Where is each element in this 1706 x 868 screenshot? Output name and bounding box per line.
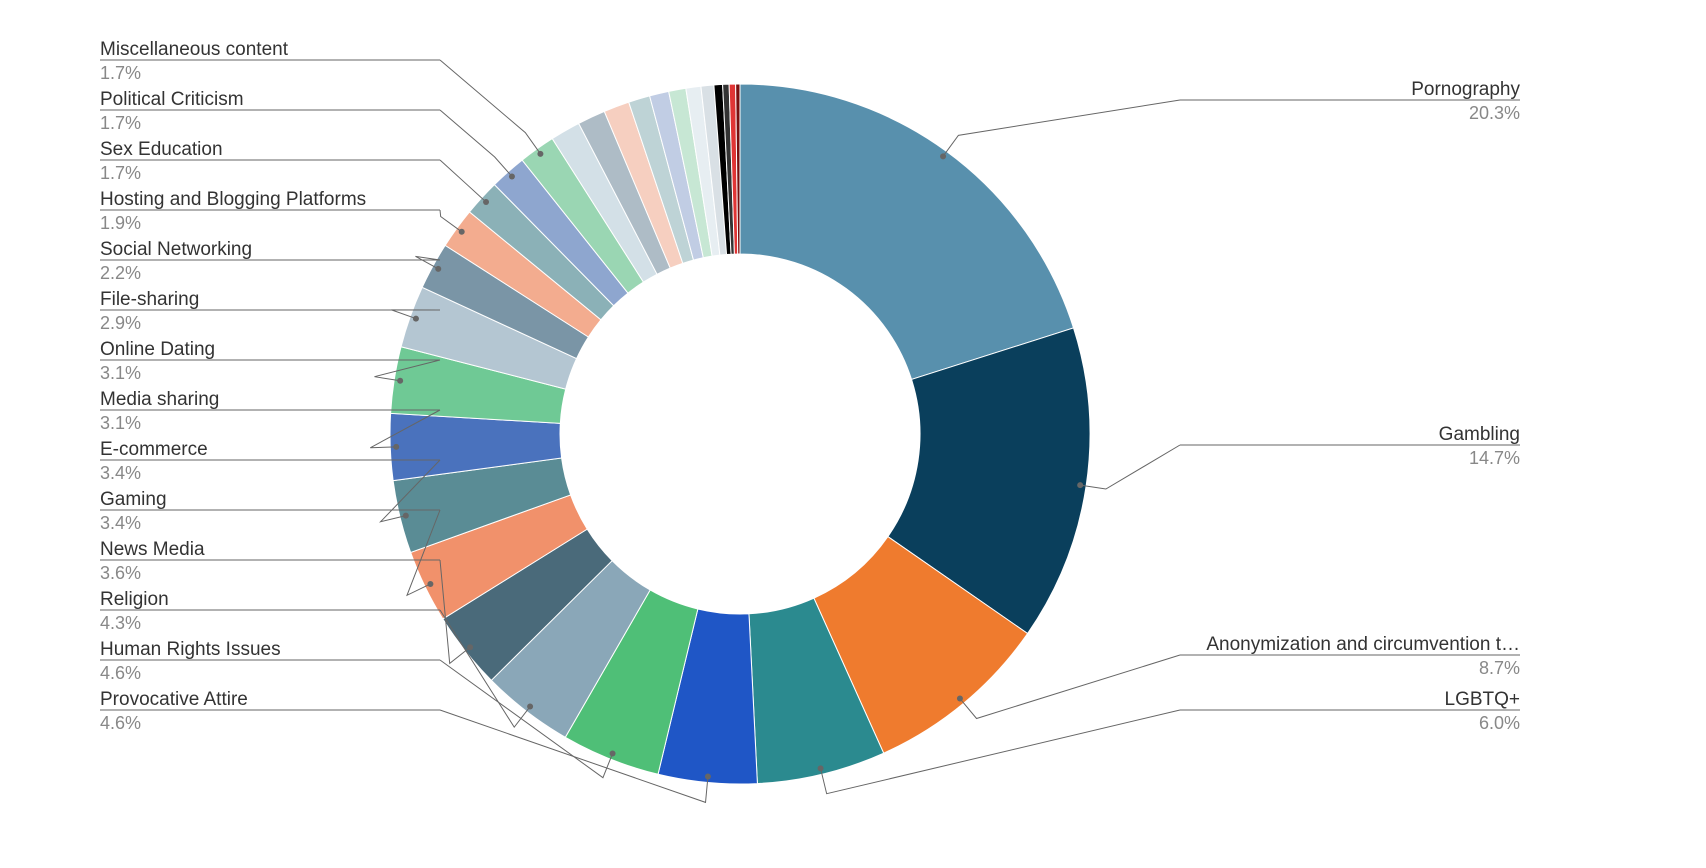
slice-label-name: Anonymization and circumvention t… bbox=[1206, 634, 1520, 655]
slice-label-name: Provocative Attire bbox=[100, 689, 248, 710]
slice-label-pct: 8.7% bbox=[1479, 658, 1520, 678]
slice-label-name: Media sharing bbox=[100, 389, 219, 410]
leader-anchor-dot bbox=[1077, 482, 1083, 488]
leader-anchor-dot bbox=[393, 444, 399, 450]
leader-anchor-dot bbox=[483, 199, 489, 205]
leader-anchor-dot bbox=[537, 151, 543, 157]
slice-label-pct: 1.7% bbox=[100, 63, 141, 83]
leader-anchor-dot bbox=[818, 765, 824, 771]
slice-label-name: Social Networking bbox=[100, 239, 252, 260]
leader-anchor-dot bbox=[610, 751, 616, 757]
slice-label-name: Gambling bbox=[1439, 424, 1520, 445]
leader-anchor-dot bbox=[413, 316, 419, 322]
slice-label-pct: 4.6% bbox=[100, 713, 141, 733]
leader-anchor-dot bbox=[509, 173, 515, 179]
slice-label-name: Religion bbox=[100, 589, 169, 610]
slice-label-pct: 3.1% bbox=[100, 363, 141, 383]
leader-anchor-dot bbox=[403, 513, 409, 519]
slice-label-pct: 3.4% bbox=[100, 513, 141, 533]
slice-label-pct: 3.1% bbox=[100, 413, 141, 433]
slice-label-name: File-sharing bbox=[100, 289, 199, 310]
slice-label-pct: 20.3% bbox=[1469, 103, 1520, 123]
slice-label-name: Miscellaneous content bbox=[100, 39, 289, 60]
leader-anchor-dot bbox=[705, 774, 711, 780]
slice-label-pct: 2.9% bbox=[100, 313, 141, 333]
slice-label-pct: 4.6% bbox=[100, 663, 141, 683]
leader-anchor-dot bbox=[459, 229, 465, 235]
donut-chart: Pornography 20.3% Gambling 14.7% Anonymizati… bbox=[0, 0, 1706, 868]
slice-label-name: Sex Education bbox=[100, 139, 223, 160]
slice-label-name: Human Rights Issues bbox=[100, 639, 281, 660]
leader-anchor-dot bbox=[940, 153, 946, 159]
leader-anchor-dot bbox=[957, 696, 963, 702]
leader-anchor-dot bbox=[467, 644, 473, 650]
slice-label-name: Political Criticism bbox=[100, 89, 244, 110]
slice-label-pct: 14.7% bbox=[1469, 448, 1520, 468]
leader-anchor-dot bbox=[527, 704, 533, 710]
slice-label-name: LGBTQ+ bbox=[1445, 689, 1521, 710]
leader-anchor-dot bbox=[427, 581, 433, 587]
slice-label-pct: 2.2% bbox=[100, 263, 141, 283]
slice-label-name: Hosting and Blogging Platforms bbox=[100, 189, 366, 210]
slice-label-pct: 1.9% bbox=[100, 213, 141, 233]
slice-label-pct: 3.6% bbox=[100, 563, 141, 583]
slice-label-name: Pornography bbox=[1411, 79, 1520, 100]
slice-label-name: Online Dating bbox=[100, 339, 215, 360]
slice-label-pct: 6.0% bbox=[1479, 713, 1520, 733]
leader-anchor-dot bbox=[397, 378, 403, 384]
slice-label-pct: 4.3% bbox=[100, 613, 141, 633]
slice-label-name: News Media bbox=[100, 539, 205, 560]
slice-label-pct: 1.7% bbox=[100, 163, 141, 183]
leader-anchor-dot bbox=[435, 266, 441, 272]
slice-label-pct: 3.4% bbox=[100, 463, 141, 483]
slice-label-name: E-commerce bbox=[100, 439, 208, 460]
slice-label-name: Gaming bbox=[100, 489, 167, 510]
slice-label-pct: 1.7% bbox=[100, 113, 141, 133]
